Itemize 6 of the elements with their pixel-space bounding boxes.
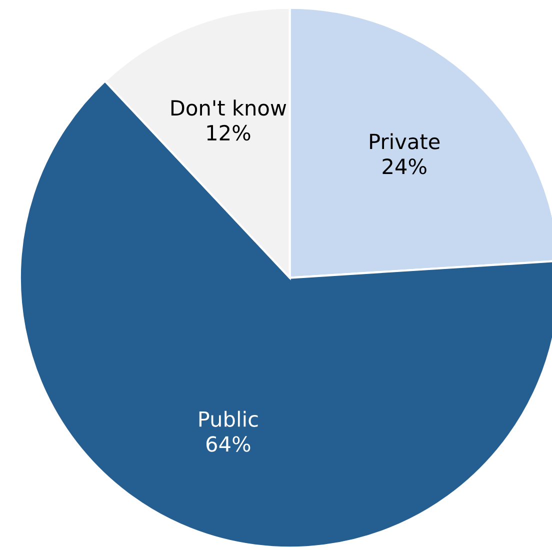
data-label: 12% bbox=[207, 124, 250, 141]
slice-label: Private bbox=[370, 133, 440, 150]
data-label: 24% bbox=[382, 158, 426, 174]
slice-label: Public bbox=[199, 410, 258, 427]
slice-label: Don't know bbox=[171, 100, 286, 116]
data-label: 64% bbox=[206, 436, 250, 452]
